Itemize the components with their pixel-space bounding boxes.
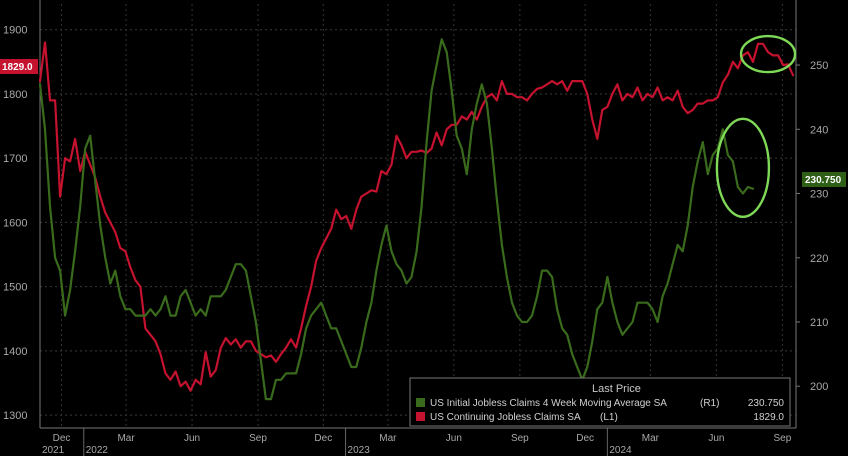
legend-swatch-initial-claims bbox=[416, 398, 425, 407]
y-tick-left: 1600 bbox=[3, 217, 27, 229]
y-tick-right: 240 bbox=[810, 124, 828, 136]
y-tick-left: 1700 bbox=[3, 153, 27, 165]
y-tick-left: 1300 bbox=[3, 410, 27, 422]
y-tick-right: 210 bbox=[810, 317, 828, 329]
legend-swatch-continuing-claims bbox=[416, 412, 425, 421]
x-tick-month: Jun bbox=[708, 433, 724, 444]
x-tick-month: Mar bbox=[117, 433, 135, 444]
y-tick-right: 200 bbox=[810, 381, 828, 393]
x-tick-year: 2022 bbox=[86, 445, 109, 456]
x-tick-month: Dec bbox=[576, 433, 594, 444]
tick-labels: 1300 1400 1500 1600 1700 1800 1900 Dec Mar Jun Sep… bbox=[3, 25, 828, 456]
series-line-continuing-claims bbox=[38, 41, 795, 392]
x-tick-month: Jun bbox=[446, 433, 462, 444]
y-tick-left: 1400 bbox=[3, 346, 27, 358]
y-tick-right: 220 bbox=[810, 253, 828, 265]
legend-axis-continuing-claims: (L1) bbox=[600, 412, 618, 423]
last-price-badge-left: 1829.0 bbox=[0, 59, 38, 74]
x-tick-month: Sep bbox=[511, 433, 529, 444]
y-tick-left: 1900 bbox=[3, 25, 27, 37]
series-line-initial-claims bbox=[38, 38, 755, 401]
x-tick-year: 2023 bbox=[348, 445, 371, 456]
last-price-badge-right: 230.750 bbox=[802, 172, 846, 187]
x-tick-month: Dec bbox=[53, 433, 71, 444]
x-tick-month: Mar bbox=[379, 433, 397, 444]
series-layer bbox=[38, 38, 795, 401]
last-value-left: 1829.0 bbox=[2, 62, 33, 73]
annotation-layer bbox=[715, 34, 797, 219]
x-tick-year: 2021 bbox=[42, 445, 65, 456]
legend-name-continuing-claims: US Continuing Jobless Claims SA bbox=[430, 412, 581, 423]
legend-value-initial-claims: 230.750 bbox=[748, 398, 785, 409]
x-tick-month: Sep bbox=[773, 433, 791, 444]
x-tick-month: Mar bbox=[642, 433, 660, 444]
y-tick-left: 1500 bbox=[3, 282, 27, 294]
highlight-ellipse-continuing-claims bbox=[739, 34, 797, 74]
x-tick-year: 2024 bbox=[609, 445, 632, 456]
y-tick-right: 230 bbox=[810, 189, 828, 201]
last-value-right: 230.750 bbox=[805, 175, 842, 186]
highlight-ellipse-initial-claims bbox=[715, 117, 771, 219]
x-tick-month: Sep bbox=[249, 433, 267, 444]
legend-axis-initial-claims: (R1) bbox=[700, 398, 719, 409]
axes bbox=[39, 0, 800, 456]
y-tick-right: 250 bbox=[810, 60, 828, 72]
legend: Last Price US Initial Jobless Claims 4 W… bbox=[409, 377, 791, 427]
legend-title: Last Price bbox=[592, 383, 641, 395]
grid bbox=[40, 4, 796, 428]
legend-value-continuing-claims: 1829.0 bbox=[753, 412, 784, 423]
x-tick-month: Jun bbox=[184, 433, 200, 444]
x-tick-month: Dec bbox=[314, 433, 332, 444]
y-tick-left: 1800 bbox=[3, 89, 27, 101]
legend-name-initial-claims: US Initial Jobless Claims 4 Week Moving … bbox=[430, 398, 667, 409]
